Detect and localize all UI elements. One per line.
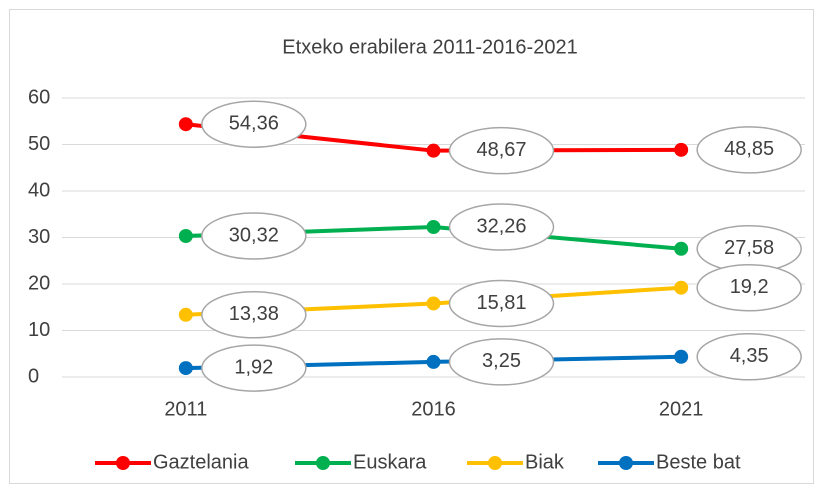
label-bubble [201,100,307,148]
legend-marker [619,456,633,470]
y-tick-label: 40 [28,179,50,201]
x-tick-label: 2016 [411,398,456,420]
data-label: 32,26 [476,215,526,237]
data-label: 54,36 [229,113,279,135]
legend-label: Euskara [353,451,427,473]
data-point [426,219,441,234]
data-point [178,361,193,376]
data-point [426,354,441,369]
data-label: 48,67 [476,139,526,161]
data-label: 1,92 [234,356,273,378]
data-label: 30,32 [229,224,279,246]
y-tick-label: 0 [28,365,39,387]
y-tick-label: 20 [28,272,50,294]
data-label: 15,81 [476,292,526,314]
legend-marker [316,456,330,470]
data-point [178,117,193,132]
legend-label: Gaztelania [153,451,249,473]
legend-marker [488,456,502,470]
y-tick-label: 60 [28,86,50,108]
legend-label: Beste bat [656,451,741,473]
data-point [674,349,689,364]
y-tick-label: 50 [28,133,50,155]
label-bubble [448,126,555,175]
data-label: 3,25 [482,350,521,372]
chart-title: Etxeko erabilera 2011-2016-2021 [282,36,577,58]
data-label: 13,38 [229,303,279,325]
data-point [426,296,441,311]
data-label: 4,35 [730,345,769,367]
x-tick-label: 2021 [659,398,704,420]
label-bubble [696,333,802,381]
label-bubble [696,126,802,174]
label-bubble [448,338,555,386]
x-tick-label: 2011 [164,398,207,420]
data-point [674,241,689,256]
legend-label: Biak [525,451,565,473]
data-point [674,142,689,157]
label-bubble [448,203,555,251]
data-point [674,280,689,295]
data-point [178,307,193,322]
legend-marker [116,456,130,470]
label-bubble [696,263,802,312]
y-tick-label: 30 [28,226,50,248]
label-bubble [201,212,307,260]
data-label: 48,85 [724,138,774,160]
label-bubble [201,344,307,392]
data-label: 27,58 [724,237,774,259]
data-label: 19,2 [730,276,769,298]
data-point [426,143,441,158]
data-point [178,229,193,244]
y-tick-label: 10 [28,319,50,341]
label-bubble [448,279,555,328]
label-bubble [201,291,307,339]
